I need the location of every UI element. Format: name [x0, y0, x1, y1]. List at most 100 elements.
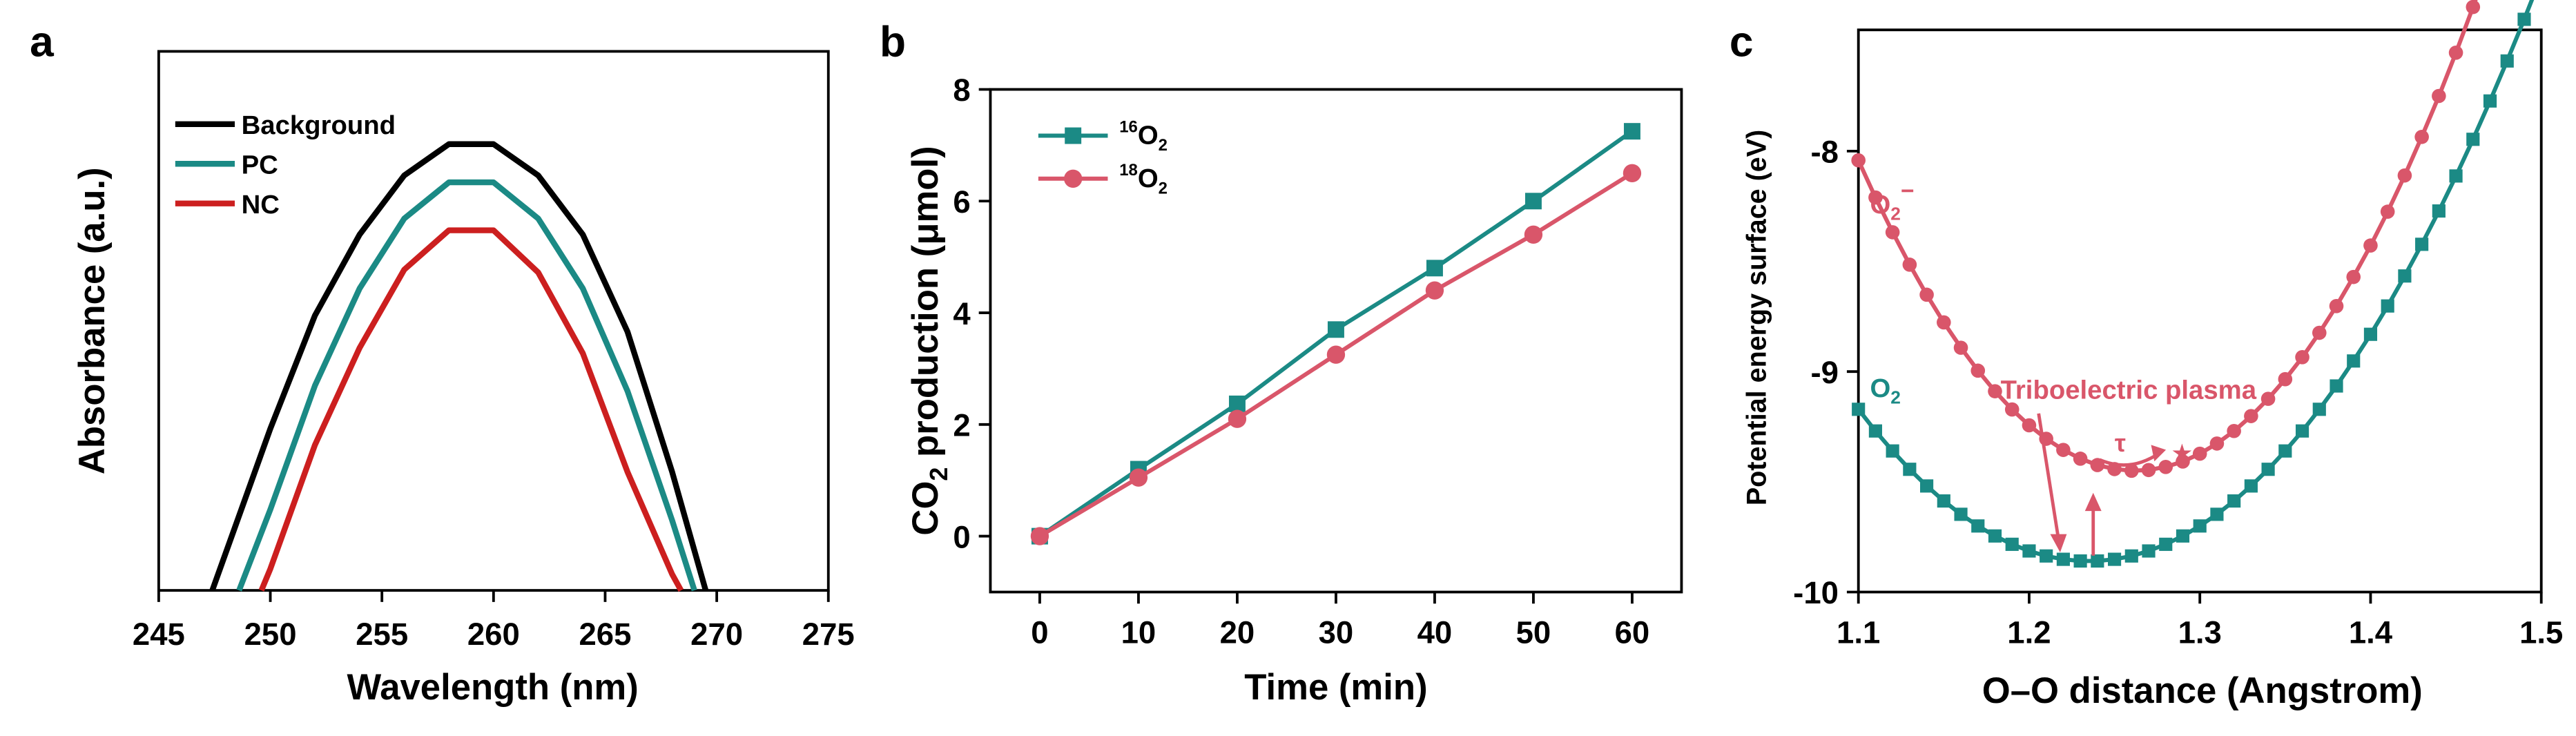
data-point-16o2 — [1623, 123, 1640, 140]
data-point-o2- — [1885, 225, 1900, 240]
x-tick-label: 1.5 — [2519, 615, 2563, 650]
legend-label-background: Background — [242, 110, 396, 140]
data-point-o2 — [2176, 529, 2190, 543]
data-point-o2 — [1886, 444, 1899, 458]
data-point-o2 — [2244, 479, 2258, 493]
x-tick-label: 255 — [356, 617, 408, 652]
panel-b-plot-frame — [989, 88, 1683, 594]
data-point-o2- — [2192, 446, 2207, 461]
panel-c: c 1.1 1.2 1.3 1.4 1.5 -10 -9 -8 O–O distance (A… — [1730, 0, 2563, 711]
data-point-o2- — [2141, 463, 2156, 478]
data-point-o2- — [2448, 46, 2463, 60]
series-line-nc — [258, 227, 684, 592]
triboelectric-plasma-annotation: Triboelectric plasma — [2001, 375, 2257, 405]
panel-c-letter: c — [1730, 19, 1754, 66]
data-point-o2 — [2432, 204, 2446, 218]
panel-b-y-axis-label: CO2 production (μmol) — [905, 146, 953, 535]
panel-b-x-axis-label: Time (min) — [1244, 667, 1427, 708]
legend-marker-16o2 — [1065, 127, 1082, 144]
x-tick-label: 1.2 — [2007, 615, 2051, 650]
legend-label-pc: PC — [242, 151, 278, 180]
data-point-18o2 — [1623, 164, 1642, 182]
data-point-18o2 — [1129, 468, 1148, 487]
data-point-o2 — [2347, 354, 2361, 368]
down-arrow-shaft — [2037, 413, 2060, 540]
data-point-16o2 — [1426, 260, 1443, 277]
data-point-o2- — [1919, 287, 1934, 302]
data-point-o2- — [1902, 258, 1917, 272]
data-point-18o2 — [1030, 527, 1049, 545]
data-point-o2- — [2260, 391, 2276, 406]
x-tick-label: 30 — [1319, 615, 1354, 650]
x-tick-label: 10 — [1121, 615, 1156, 650]
data-point-o2- — [2124, 463, 2139, 478]
data-point-o2- — [1937, 315, 1951, 330]
panel-b: b 0 10 20 30 40 50 60 0 2 4 6 8 Time (min) CO2 prod… — [880, 19, 1683, 708]
x-tick-label: 40 — [1417, 615, 1453, 650]
data-point-o2 — [2124, 549, 2138, 563]
x-tick-label: 1.4 — [2349, 615, 2393, 650]
star-icon: ★ — [2171, 438, 2193, 467]
panel-a: a 245 250 255 260 265 270 275 Wavelength (nm) … — [30, 19, 855, 708]
x-tick-label: 1.1 — [1837, 615, 1880, 650]
tau-arrow-head — [2151, 445, 2167, 462]
panel-a-legend: Background PC NC — [175, 110, 396, 220]
data-point-o2 — [2193, 519, 2207, 533]
data-point-o2- — [1868, 190, 1883, 205]
data-point-o2 — [2517, 12, 2531, 26]
x-tick-label: 275 — [802, 617, 855, 652]
data-point-o2 — [2005, 537, 2019, 551]
panel-c-y-axis-label: Potential energy surface (eV) — [1742, 130, 1772, 505]
panel-c-x-axis-label: O–O distance (Angstrom) — [1982, 670, 2423, 711]
panel-b-series — [1030, 123, 1642, 545]
data-point-o2- — [2346, 269, 2361, 284]
up-arrow-head — [2084, 492, 2102, 512]
y-tick-label: -10 — [1793, 575, 1839, 610]
data-point-o2- — [2227, 423, 2241, 438]
panel-a-x-axis-label: Wavelength (nm) — [347, 667, 638, 708]
data-point-o2 — [1971, 519, 1985, 533]
data-point-o2- — [2363, 238, 2378, 253]
x-tick-label: 265 — [579, 617, 632, 652]
data-point-o2 — [2022, 544, 2036, 558]
y-tick-label: 6 — [953, 184, 970, 220]
x-tick-label: 20 — [1220, 615, 1255, 650]
data-point-o2 — [2330, 379, 2343, 393]
legend-label-18o2: 18O2 — [1119, 161, 1168, 197]
data-point-o2 — [1954, 507, 1968, 521]
data-point-o2- — [1953, 340, 1968, 355]
data-point-o2 — [1920, 479, 1934, 493]
panel-c-series — [1851, 0, 2535, 568]
x-tick-label: 250 — [244, 617, 297, 652]
data-point-o2 — [2261, 463, 2275, 476]
data-point-o2- — [2056, 443, 2071, 457]
data-point-o2- — [2073, 452, 2088, 466]
data-point-o2 — [2040, 549, 2053, 563]
data-point-16o2 — [1327, 321, 1344, 338]
data-point-o2 — [2363, 327, 2378, 341]
x-tick-label: 260 — [467, 617, 520, 652]
data-point-o2 — [1988, 529, 2002, 543]
panel-b-axis-ticks: 0 10 20 30 40 50 60 0 2 4 6 8 — [953, 72, 1649, 650]
x-tick-label: 270 — [690, 617, 743, 652]
panel-b-legend: 16O2 18O2 — [1038, 118, 1168, 197]
data-point-o2- — [2209, 436, 2225, 451]
data-point-o2- — [1851, 153, 1866, 168]
data-point-o2- — [2022, 418, 2037, 433]
x-tick-label: 1.3 — [2178, 615, 2222, 650]
data-point-18o2 — [1524, 225, 1543, 244]
panel-a-series — [209, 141, 709, 592]
legend-label-nc: NC — [242, 190, 280, 220]
data-point-o2 — [2381, 299, 2394, 313]
x-tick-label: 0 — [1031, 615, 1048, 650]
y-tick-label: 0 — [953, 519, 970, 554]
data-point-o2- — [2004, 402, 2020, 417]
data-point-18o2 — [1326, 345, 1346, 364]
data-point-o2- — [2295, 350, 2309, 365]
tau-arrow — [2099, 452, 2160, 467]
x-tick-label: 60 — [1615, 615, 1650, 650]
series-line-o2 — [1857, 0, 2535, 563]
data-point-o2- — [1970, 363, 1986, 378]
data-point-o2 — [2466, 133, 2480, 146]
tau-label: τ — [2115, 429, 2126, 457]
